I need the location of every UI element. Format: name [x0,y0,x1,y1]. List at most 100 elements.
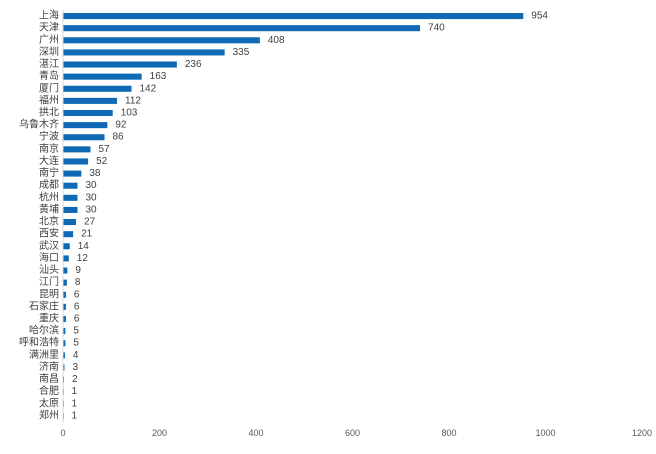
value-label: 9 [75,265,81,276]
category-label: 汕头 [39,264,59,276]
value-label: 954 [531,11,548,22]
category-label: 湛江 [39,58,59,70]
value-label: 3 [72,362,78,373]
value-label: 740 [428,23,445,34]
value-label: 21 [81,229,93,240]
bar [63,279,67,286]
category-label: 拱北 [39,106,59,119]
bar [63,134,105,141]
bar [63,25,421,32]
value-label: 12 [77,253,89,264]
bar [63,146,91,153]
category-label: 呼和浩特 [19,337,59,349]
category-label: 大连 [39,154,59,167]
x-tick-label: 1200 [632,428,652,438]
bar [63,97,118,104]
value-label: 14 [78,241,90,252]
category-label: 上海 [39,9,59,22]
category-label: 福州 [39,93,59,106]
category-label: 合肥 [39,384,59,397]
bar [63,352,65,359]
bar [63,328,66,335]
value-label: 52 [96,156,108,167]
value-label: 8 [75,277,81,288]
bar [63,85,132,92]
category-label: 青岛 [39,69,59,82]
value-label: 236 [185,59,202,70]
value-label: 38 [89,168,101,179]
category-label: 天津 [39,22,59,34]
category-label: 海口 [39,251,59,264]
x-tick-label: 400 [248,428,263,438]
category-label: 江门 [39,275,59,288]
x-axis-ticks: 0 200 400 600 800 1000 1200 [60,428,652,438]
value-label: 92 [115,120,127,131]
bar [63,37,260,44]
bar [63,315,66,323]
category-labels: 上海天津广州深圳湛江青岛厦门福州拱北乌鲁木齐宁波南京大连南宁成都杭州黄埔北京西安… [19,9,59,422]
category-label: 成都 [39,179,59,191]
category-label: 厦门 [39,81,59,94]
category-label: 南昌 [39,372,59,385]
value-label: 86 [112,132,124,143]
category-label: 北京 [39,215,59,228]
category-label: 黄埔 [39,202,59,215]
category-label: 西安 [39,227,59,240]
value-label: 4 [73,350,79,361]
value-label: 112 [125,95,141,106]
x-tick-label: 1000 [535,428,555,438]
category-label: 郑州 [39,408,59,421]
value-label: 30 [85,204,97,215]
value-label: 335 [233,47,250,58]
value-label: 103 [121,108,138,119]
category-label: 杭州 [39,190,59,203]
category-label: 石家庄 [29,299,59,312]
value-label: 1 [71,386,77,397]
category-label: 重庆 [39,312,59,325]
value-label: 5 [73,326,79,337]
category-label: 南宁 [39,166,59,179]
category-label: 满洲里 [29,349,59,361]
x-tick-label: 600 [345,428,360,438]
bar [63,194,78,201]
x-tick-label: 800 [441,428,456,438]
bar [63,291,66,298]
category-label: 深圳 [39,46,59,58]
bar [63,340,66,347]
value-label: 1 [71,410,77,421]
value-labels: 9547404083352361631421121039286575238303… [71,11,548,422]
bar [63,13,524,20]
value-label: 2 [72,374,78,385]
category-label: 武汉 [39,239,59,252]
bar [63,303,66,310]
bar [63,364,65,371]
bar [63,206,78,213]
category-label: 南京 [39,142,59,155]
category-label: 宁波 [39,130,59,143]
bar [63,109,113,117]
bar [63,73,142,80]
value-label: 27 [84,217,96,228]
bar [63,267,68,274]
bar [63,61,177,68]
bar [63,243,70,250]
value-label: 30 [85,192,97,203]
bar [63,255,69,262]
value-label: 1 [71,398,77,409]
category-label: 哈尔滨 [29,324,59,337]
value-label: 30 [85,180,97,191]
value-label: 57 [99,144,111,155]
value-label: 163 [150,71,167,82]
bar [63,231,74,238]
value-label: 408 [268,35,285,46]
category-label: 济南 [39,360,59,373]
category-label: 昆明 [39,288,59,300]
bar [63,122,108,129]
value-label: 6 [74,301,80,312]
category-label: 乌鲁木齐 [19,118,59,131]
x-tick-label: 0 [60,428,65,438]
bar [63,49,225,56]
bars-group [63,13,524,419]
bar [63,158,89,165]
